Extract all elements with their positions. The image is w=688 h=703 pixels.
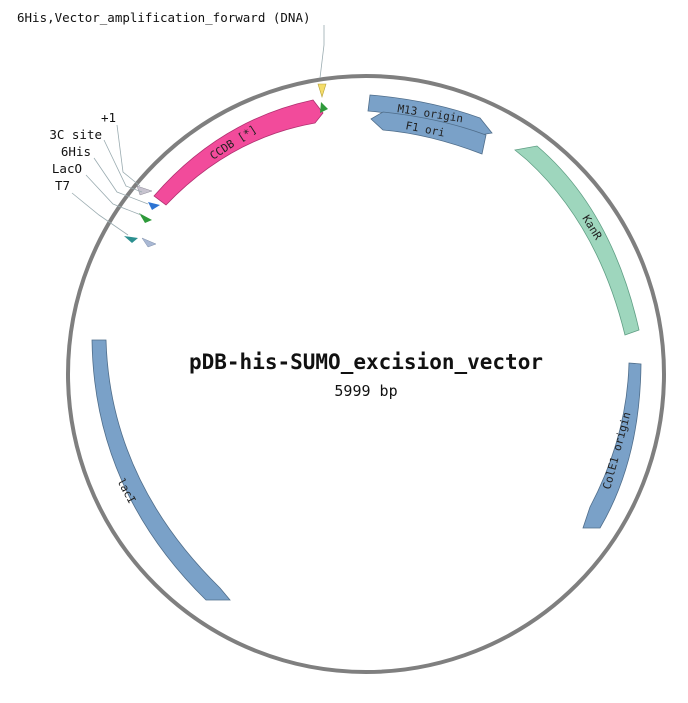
marker-misc[interactable]: [141, 237, 157, 248]
marker-primer-forward[interactable]: [317, 83, 327, 99]
plasmid-name: pDB-his-SUMO_excision_vector: [189, 350, 543, 374]
marker-t7[interactable]: [124, 236, 138, 243]
leader-3c-site: [103, 139, 143, 193]
marker-plus1[interactable]: [320, 102, 328, 113]
leader-primer-forward: [319, 25, 325, 79]
feature-ccdb[interactable]: CCDB [*]: [153, 99, 324, 206]
plasmid-backbone: [66, 74, 666, 674]
marker-label-6his: 6His: [61, 144, 91, 159]
feature-ccdb-arrow: [153, 99, 324, 206]
leader-t7: [71, 192, 129, 236]
feature-f1-ori[interactable]: F1 ori: [370, 111, 487, 155]
feature-laci[interactable]: lacI: [91, 339, 231, 601]
marker-label-t7: T7: [55, 178, 70, 193]
marker-label-laco: LacO: [52, 161, 82, 176]
marker-label-primer-forward: 6His,Vector_amplification_forward (DNA): [17, 10, 311, 25]
feature-f1-ori-arrow: [370, 111, 487, 155]
feature-kanr[interactable]: KanR: [514, 145, 640, 336]
feature-cole1-origin-arrow: [582, 362, 642, 529]
plasmid-length: 5999 bp: [334, 382, 397, 400]
feature-kanr-arrow: [514, 145, 640, 336]
marker-laco[interactable]: [139, 213, 152, 223]
marker-6his[interactable]: [148, 202, 160, 210]
marker-3c-site[interactable]: [136, 185, 153, 196]
feature-laci-arrow: [91, 339, 231, 601]
leader-plus1: [116, 124, 141, 187]
leader-laco: [85, 174, 142, 216]
leader-6his: [93, 157, 149, 205]
marker-label-3c-site: 3C site: [49, 127, 102, 142]
marker-label-plus1: +1: [101, 110, 116, 125]
